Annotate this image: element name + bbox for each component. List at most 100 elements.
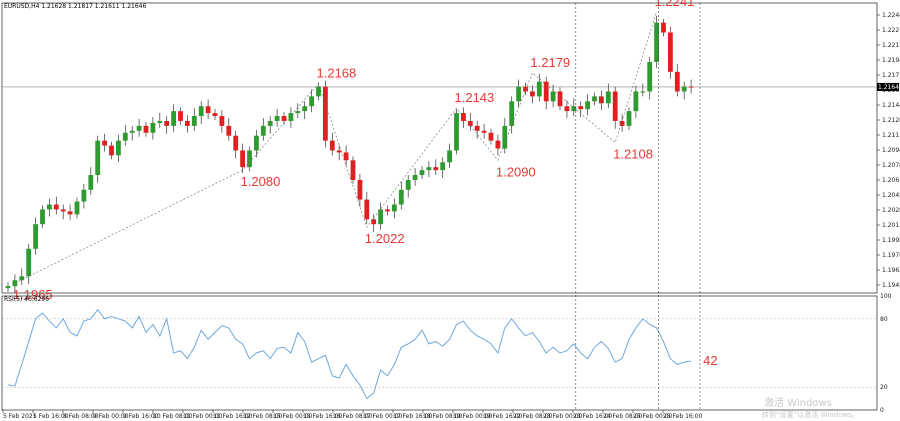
- candle-body: [550, 91, 556, 102]
- candle-body: [295, 111, 301, 114]
- candle-body: [60, 209, 66, 212]
- rsi-last-value: 42: [703, 353, 717, 368]
- candle-body: [343, 152, 349, 161]
- candle-body: [681, 86, 687, 92]
- candle-body: [205, 106, 211, 114]
- candle-body: [109, 145, 114, 156]
- candle-body: [592, 96, 597, 102]
- candle-body: [398, 189, 404, 205]
- price-annotation: 1.2080: [241, 174, 281, 189]
- candle-body: [212, 113, 218, 117]
- x-tick-label: 9 Feb 00:00: [93, 413, 129, 420]
- candle-body: [309, 96, 314, 107]
- candle-body: [557, 91, 563, 107]
- candle-body: [19, 276, 25, 281]
- y-tick-label: 1.22440: [882, 12, 900, 19]
- candle-body: [612, 91, 618, 121]
- candle-body: [454, 113, 459, 151]
- price-annotation: 1.2143: [455, 90, 495, 105]
- candle-body: [47, 204, 52, 210]
- candle-body: [378, 209, 383, 225]
- candle-body: [198, 106, 204, 117]
- candle-body: [523, 86, 528, 92]
- candle-body: [633, 91, 639, 112]
- x-tick-label: 18 Feb 08:00: [423, 413, 463, 420]
- rsi-y-tick-label: 80: [880, 316, 888, 323]
- y-tick-label: 1.21945: [882, 57, 900, 64]
- candle-body: [516, 86, 521, 102]
- candle-body: [5, 286, 11, 289]
- current-price-box: [877, 82, 899, 91]
- candle-body: [288, 113, 294, 121]
- candle-body: [426, 167, 432, 171]
- candle-body: [509, 101, 515, 126]
- y-tick-label: 1.22110: [882, 42, 900, 49]
- y-tick-label: 1.19785: [882, 252, 900, 259]
- x-tick-label: 11 Feb 16:00: [213, 413, 253, 420]
- candle-body: [171, 111, 176, 126]
- y-tick-label: 1.21280: [882, 117, 900, 124]
- candle-body: [647, 61, 653, 92]
- candle-body: [661, 22, 666, 33]
- candle-body: [467, 120, 473, 126]
- x-tick-label: 24 Feb 08:00: [603, 413, 643, 420]
- x-tick-label: 10 Feb 08:00: [153, 413, 193, 420]
- x-tick-label: 11 Feb 00:00: [183, 413, 223, 420]
- current-price-label: 1.21646: [878, 84, 900, 91]
- price-annotation: 1.2108: [613, 147, 653, 162]
- candle-body: [302, 106, 308, 112]
- candle-body: [392, 204, 397, 212]
- x-tick-label: 16 Feb 08:00: [333, 413, 373, 420]
- rsi-line: [7, 308, 692, 400]
- candle-body: [53, 204, 59, 210]
- candle-body: [191, 116, 197, 126]
- rsi-y-tick-label: 100: [880, 293, 892, 300]
- price-pane-frame: [1, 2, 878, 294]
- candle-body: [688, 86, 694, 88]
- y-tick-label: 1.22275: [882, 27, 900, 34]
- x-tick-label: 23 Feb 16:00: [573, 413, 613, 420]
- x-tick-label: 19 Feb 16:00: [483, 413, 523, 420]
- candle-body: [371, 219, 377, 225]
- candle-body: [543, 81, 549, 102]
- candle-body: [530, 91, 535, 97]
- price-annotation: 1.2241: [655, 0, 695, 9]
- x-tick-label: 5 Feb 16:00: [33, 413, 69, 420]
- candle-body: [419, 170, 425, 176]
- candle-body: [122, 132, 128, 141]
- y-tick-label: 1.20450: [882, 192, 900, 199]
- candle-body: [136, 125, 142, 131]
- candle-body: [74, 201, 80, 215]
- candle-body: [536, 81, 542, 97]
- y-tick-label: 1.21115: [882, 132, 900, 139]
- candle-body: [254, 135, 259, 151]
- rsi-pane: 100 80 20 0 42: [1, 293, 892, 414]
- candle-body: [654, 22, 659, 62]
- y-tick-label: 1.19455: [882, 282, 900, 289]
- y-tick-label: 1.20615: [882, 177, 900, 184]
- main-price-pane: 1.22440 1.22275 1.22110 1.21945 1.21775 1.216…: [1, 0, 900, 302]
- price-annotation: 1.2168: [317, 66, 357, 81]
- y-tick-label: 1.20945: [882, 147, 900, 154]
- x-tick-label: 15 Feb 00:00: [273, 413, 313, 420]
- x-tick-label: 23 Feb 00:00: [543, 413, 583, 420]
- chart-header: EURUSD,H4 1.21628 1.21817 1.21611 1.2164…: [4, 3, 146, 10]
- candle-body: [364, 199, 370, 220]
- candle-body: [233, 135, 239, 151]
- candle-body: [571, 106, 577, 112]
- x-tick-label: 5 Feb 2021: [3, 413, 37, 420]
- rsi-y-tick-label: 0: [880, 407, 884, 414]
- candle-body: [116, 140, 121, 156]
- x-tick-label: 15 Feb 16:00: [303, 413, 343, 420]
- candle-body: [323, 86, 328, 141]
- y-tick-label: 1.21445: [882, 102, 900, 109]
- rsi-header: RSI(5) 40.6296: [4, 296, 49, 303]
- x-tick-label: 12 Feb 08:00: [243, 413, 283, 420]
- price-annotation: 1.2022: [365, 231, 405, 246]
- y-tick-label: 1.19620: [882, 267, 900, 274]
- candle-body: [281, 116, 287, 121]
- candle-body: [495, 140, 501, 149]
- candle-body: [26, 248, 32, 277]
- rsi-pane-frame: [1, 295, 878, 411]
- watermark-line1: 激活 Windows: [764, 396, 832, 409]
